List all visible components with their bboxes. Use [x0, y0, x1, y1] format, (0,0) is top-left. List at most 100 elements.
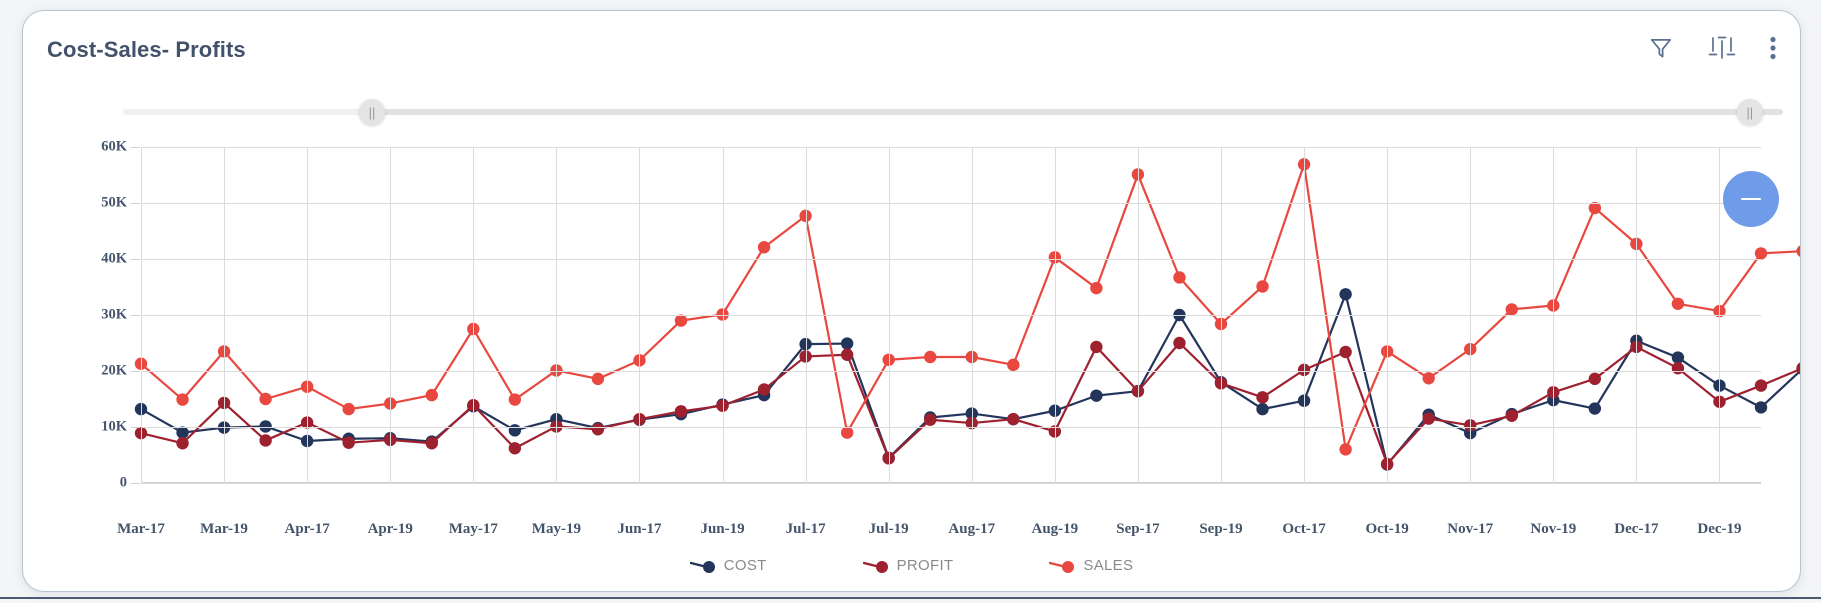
x-axis-tick-label: Mar-17 — [117, 521, 165, 537]
data-point[interactable] — [1422, 412, 1435, 425]
data-point[interactable] — [591, 372, 605, 386]
gridline-horizontal — [141, 483, 1761, 484]
x-axis-tick-label: Sep-17 — [1116, 521, 1160, 537]
gridline-vertical — [1553, 147, 1555, 483]
gridline-horizontal — [141, 315, 1761, 316]
gridline-vertical — [639, 147, 641, 483]
chart-legend: COST PROFIT SALES — [23, 557, 1800, 574]
data-point[interactable] — [924, 350, 937, 364]
data-point[interactable] — [1339, 443, 1352, 456]
data-point[interactable] — [757, 383, 771, 396]
gridline-vertical — [888, 147, 890, 483]
x-axis-tick-label: Mar-19 — [200, 521, 248, 537]
data-point[interactable] — [176, 437, 189, 450]
gridline-vertical — [805, 147, 807, 483]
legend-label: PROFIT — [896, 557, 954, 574]
data-point[interactable] — [840, 348, 854, 361]
data-point[interactable] — [1754, 379, 1768, 392]
x-axis-tick-label: Oct-19 — [1365, 521, 1409, 537]
gridline-vertical — [971, 147, 973, 483]
data-point[interactable] — [425, 388, 438, 402]
data-point[interactable] — [1339, 345, 1352, 359]
filter-icon[interactable] — [1648, 35, 1674, 61]
x-axis-tick-label: Dec-19 — [1697, 521, 1742, 537]
data-point[interactable] — [1090, 389, 1103, 402]
data-point[interactable] — [342, 402, 355, 416]
data-point[interactable] — [1588, 402, 1602, 415]
data-point[interactable] — [1671, 362, 1685, 375]
x-axis-line — [141, 482, 1761, 483]
data-point[interactable] — [757, 241, 771, 254]
y-axis-tick-mark — [131, 203, 140, 204]
slider-handle-left[interactable]: || — [359, 99, 385, 125]
gridline-vertical — [722, 147, 724, 483]
gridline-vertical — [556, 147, 558, 483]
range-slider[interactable]: || || — [123, 99, 1783, 125]
legend-marker-icon — [689, 560, 715, 573]
chart-card: Cost-Sales- Profits — [22, 10, 1801, 592]
settings-sliders-icon[interactable] — [1708, 35, 1736, 61]
data-point[interactable] — [1256, 391, 1269, 404]
data-point[interactable] — [1796, 245, 1801, 257]
gridline-horizontal — [141, 427, 1761, 428]
y-axis-tick-label: 0 — [119, 474, 127, 491]
x-axis-tick-label: Nov-17 — [1447, 521, 1494, 537]
data-point[interactable] — [1090, 340, 1103, 354]
data-point[interactable] — [1796, 362, 1801, 374]
data-point[interactable] — [840, 426, 854, 439]
data-point[interactable] — [1256, 280, 1269, 293]
data-point[interactable] — [1007, 412, 1020, 426]
data-point[interactable] — [840, 337, 854, 350]
slider-fill — [123, 109, 372, 115]
data-point[interactable] — [1671, 351, 1685, 364]
series-line — [139, 293, 1800, 466]
legend-label: COST — [723, 557, 767, 574]
data-point[interactable] — [591, 423, 605, 436]
data-point[interactable] — [1754, 247, 1768, 260]
data-point[interactable] — [1173, 336, 1186, 350]
data-point[interactable] — [1007, 358, 1020, 372]
zoom-out-button[interactable] — [1723, 171, 1779, 227]
legend-item-profit[interactable]: PROFIT — [862, 557, 954, 574]
y-axis-tick-label: 60K — [101, 138, 127, 155]
data-point[interactable] — [1754, 401, 1768, 414]
data-point[interactable] — [1339, 288, 1352, 301]
data-point[interactable] — [1422, 372, 1435, 385]
data-point[interactable] — [1505, 409, 1518, 422]
bottom-divider — [0, 597, 1821, 599]
data-point[interactable] — [674, 405, 688, 418]
gridline-vertical — [1387, 147, 1389, 483]
data-point[interactable] — [259, 420, 272, 433]
data-point[interactable] — [1090, 281, 1103, 295]
y-axis-tick-mark — [131, 427, 140, 428]
y-axis-tick-label: 30K — [101, 306, 127, 323]
data-point[interactable] — [259, 392, 272, 406]
gridline-vertical — [1719, 147, 1721, 483]
data-point[interactable] — [1256, 402, 1269, 416]
legend-item-sales[interactable]: SALES — [1049, 557, 1133, 574]
slider-track[interactable] — [123, 109, 1783, 115]
gridline-vertical — [390, 147, 392, 483]
x-axis-tick-label: Aug-19 — [1031, 521, 1079, 537]
data-point[interactable] — [1173, 271, 1186, 284]
gridline-horizontal — [141, 371, 1761, 372]
data-point[interactable] — [1671, 297, 1685, 310]
gridline-vertical — [1636, 147, 1638, 483]
data-point[interactable] — [508, 393, 522, 406]
data-point[interactable] — [1588, 201, 1602, 215]
data-point[interactable] — [1588, 372, 1602, 386]
legend-marker-icon — [862, 560, 888, 573]
data-point[interactable] — [176, 393, 189, 406]
legend-item-cost[interactable]: COST — [689, 557, 767, 574]
data-point[interactable] — [1505, 303, 1518, 316]
data-point[interactable] — [342, 436, 355, 449]
data-point[interactable] — [259, 434, 272, 447]
slider-handle-right[interactable]: || — [1736, 99, 1763, 125]
data-point[interactable] — [924, 413, 937, 426]
data-point[interactable] — [674, 314, 688, 327]
data-point[interactable] — [508, 442, 522, 455]
more-vertical-icon[interactable] — [1770, 36, 1776, 60]
data-point[interactable] — [425, 437, 438, 450]
y-axis-tick-label: 10K — [101, 418, 127, 435]
data-point[interactable] — [176, 426, 189, 439]
